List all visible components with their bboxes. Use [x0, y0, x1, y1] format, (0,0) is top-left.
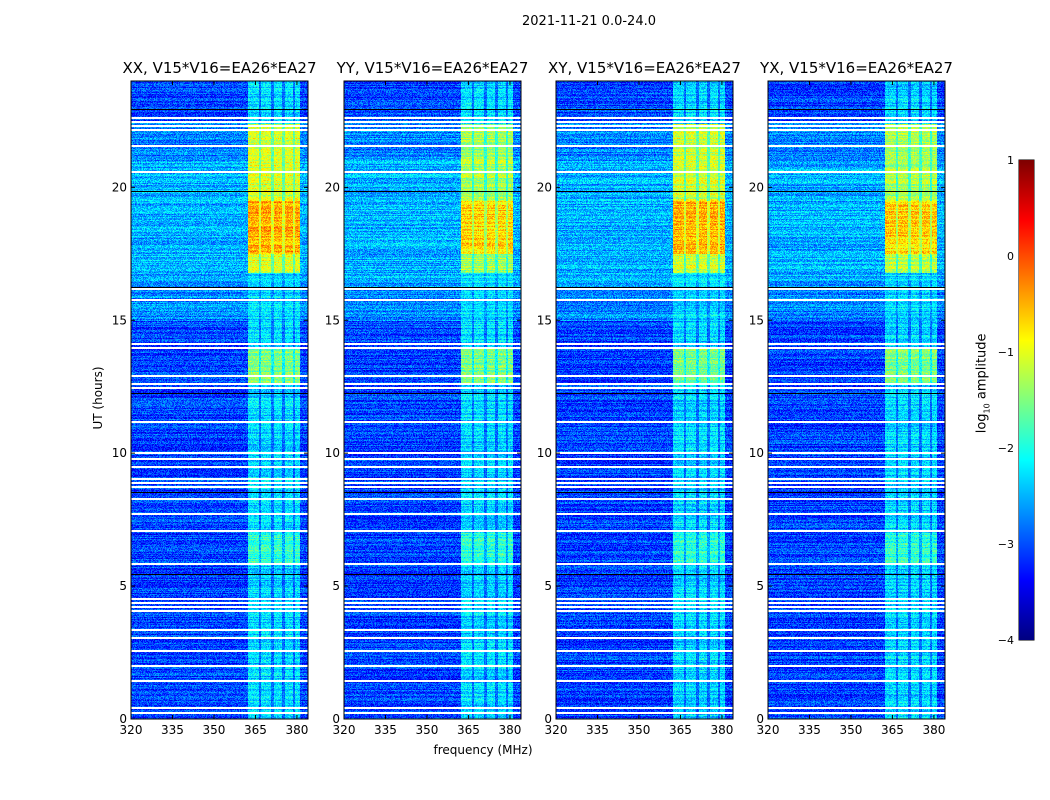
- colorbar-tick-label: −1: [998, 346, 1014, 359]
- y-tick-label: 15: [112, 313, 127, 327]
- x-tick-label: 365: [244, 723, 267, 737]
- y-tick-label: 0: [119, 712, 127, 726]
- y-tick-label: 20: [537, 180, 552, 194]
- y-tick-label: 0: [756, 712, 764, 726]
- x-tick-label: 335: [586, 723, 609, 737]
- x-tick-label: 350: [628, 723, 651, 737]
- x-tick-label: 335: [798, 723, 821, 737]
- y-tick-label: 0: [544, 712, 552, 726]
- spectrogram-image: [556, 81, 733, 719]
- x-tick-label: 380: [498, 723, 521, 737]
- spectrogram-image: [131, 81, 308, 719]
- x-tick-label: 350: [203, 723, 226, 737]
- y-tick-label: 5: [544, 579, 552, 593]
- x-tick-label: 350: [840, 723, 863, 737]
- x-tick-label: 365: [457, 723, 480, 737]
- x-tick-label: 320: [120, 723, 143, 737]
- x-tick-label: 380: [922, 723, 945, 737]
- y-tick-label: 10: [325, 446, 340, 460]
- colorbar-label: log10 amplitude: [974, 333, 992, 434]
- y-tick-label: 20: [325, 180, 340, 194]
- y-tick-label: 15: [537, 313, 552, 327]
- axes-frame: [555, 80, 734, 720]
- y-tick-label: 10: [537, 446, 552, 460]
- figure-title: 2021-11-21 0.0-24.0: [522, 14, 656, 29]
- panel-title: YX, V15*V16=EA26*EA27: [759, 59, 953, 77]
- colorbar-tick-label: −4: [998, 634, 1014, 647]
- x-tick-label: 380: [285, 723, 308, 737]
- colorbar: [1019, 160, 1034, 640]
- axes-frame: [767, 80, 946, 720]
- y-tick-label: 5: [332, 579, 340, 593]
- y-axis-label: UT (hours): [91, 366, 105, 430]
- spectrogram-image: [344, 81, 521, 719]
- y-tick-label: 20: [749, 180, 764, 194]
- x-tick-label: 320: [333, 723, 356, 737]
- y-tick-label: 5: [756, 579, 764, 593]
- x-tick-label: 335: [161, 723, 184, 737]
- colorbar-tick-label: 1: [1007, 154, 1014, 167]
- y-tick-label: 10: [112, 446, 127, 460]
- colorbar-tick-label: −2: [998, 442, 1014, 455]
- y-tick-label: 20: [112, 180, 127, 194]
- y-tick-label: 15: [749, 313, 764, 327]
- x-tick-label: 320: [757, 723, 780, 737]
- axes-frame: [343, 80, 522, 720]
- x-tick-label: 365: [669, 723, 692, 737]
- x-tick-label: 320: [545, 723, 568, 737]
- x-axis-label: frequency (MHz): [433, 743, 533, 757]
- panel-title: YY, V15*V16=EA26*EA27: [336, 59, 529, 77]
- x-tick-label: 380: [710, 723, 733, 737]
- colorbar-tick-label: 0: [1007, 250, 1014, 263]
- x-tick-label: 335: [374, 723, 397, 737]
- y-tick-label: 5: [119, 579, 127, 593]
- spectrogram-image: [768, 81, 945, 719]
- panel-title: XX, V15*V16=EA26*EA27: [122, 59, 316, 77]
- panel-title: XY, V15*V16=EA26*EA27: [548, 59, 741, 77]
- x-tick-label: 365: [881, 723, 904, 737]
- colorbar-tick-label: −3: [998, 538, 1014, 551]
- x-tick-label: 350: [416, 723, 439, 737]
- y-tick-label: 10: [749, 446, 764, 460]
- y-tick-label: 0: [332, 712, 340, 726]
- y-tick-label: 15: [325, 313, 340, 327]
- axes-frame: [130, 80, 309, 720]
